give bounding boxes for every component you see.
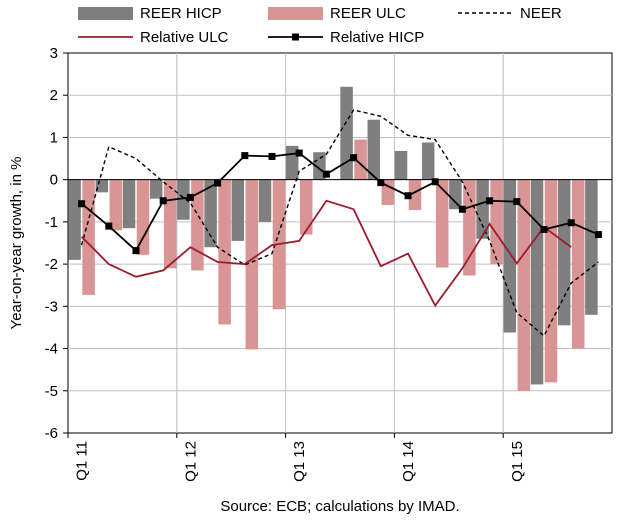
y-tick-label: 2 xyxy=(50,87,58,104)
y-tick-label: -4 xyxy=(45,341,58,358)
y-tick-label: 0 xyxy=(50,172,58,189)
bar-reer-hicp xyxy=(421,142,435,180)
y-axis-title: Year-on-year growth, in % xyxy=(8,157,25,330)
bar-reer-ulc xyxy=(299,179,313,235)
bar-reer-ulc xyxy=(463,179,476,276)
legend-label-relative-ulc: Relative ULC xyxy=(140,29,229,46)
marker-relative-hicp xyxy=(268,152,276,160)
bar-reer-ulc xyxy=(381,179,395,205)
bar-reer-ulc xyxy=(544,179,558,383)
bar-reer-ulc xyxy=(191,179,204,271)
bar-reer-hicp xyxy=(122,179,136,229)
bar-reer-hicp xyxy=(231,179,245,241)
marker-relative-hicp xyxy=(159,197,167,205)
bar-reer-ulc xyxy=(571,179,585,349)
marker-relative-hicp xyxy=(241,152,249,160)
x-tick-label: Q1 14 xyxy=(400,441,417,482)
bar-reer-hicp xyxy=(557,179,571,326)
y-tick-label: -5 xyxy=(45,383,58,400)
legend-label-neer: NEER xyxy=(520,5,562,22)
x-tick-label: Q1 12 xyxy=(182,441,199,482)
bar-reer-hicp xyxy=(258,179,272,222)
marker-relative-hicp xyxy=(105,222,113,230)
legend-label-reer-hicp: REER HICP xyxy=(140,5,222,22)
bar-reer-hicp xyxy=(476,179,489,239)
bar-reer-ulc xyxy=(517,179,531,391)
marker-relative-hicp xyxy=(214,179,222,187)
legend-marker-relative-hicp xyxy=(292,33,299,41)
marker-relative-hicp xyxy=(486,197,494,205)
bar-reer-hicp xyxy=(367,119,381,180)
marker-relative-hicp xyxy=(458,205,466,213)
bar-reer-hicp xyxy=(585,179,598,315)
marker-relative-hicp xyxy=(540,225,548,233)
legend-label-relative-hicp: Relative HICP xyxy=(330,29,424,46)
marker-relative-hicp xyxy=(377,179,385,187)
y-tick-label: 3 xyxy=(50,45,58,62)
marker-relative-hicp xyxy=(322,170,330,178)
marker-relative-hicp xyxy=(594,231,602,239)
marker-relative-hicp xyxy=(350,154,358,162)
x-tick-label: Q1 11 xyxy=(74,441,91,481)
bar-reer-ulc xyxy=(109,179,123,231)
marker-relative-hicp xyxy=(186,193,194,201)
bar-reer-ulc xyxy=(490,179,503,265)
x-tick-label: Q1 13 xyxy=(291,441,308,482)
marker-relative-hicp xyxy=(295,149,303,157)
y-tick-label: 1 xyxy=(50,129,58,146)
legend-swatch-reer-ulc xyxy=(268,7,323,20)
bar-reer-hicp xyxy=(313,152,326,180)
plot-frame xyxy=(67,52,613,434)
bar-reer-ulc xyxy=(163,179,177,269)
y-tick-label: -1 xyxy=(45,214,58,231)
bar-reer-hicp xyxy=(449,179,462,210)
line-relative-ulc xyxy=(80,199,572,308)
source-note: Source: ECB; calculations by IMAD. xyxy=(220,498,459,515)
x-tick-label: Q1 15 xyxy=(509,441,526,482)
bar-reer-ulc xyxy=(136,179,150,255)
bar-reer-ulc xyxy=(435,179,449,268)
marker-relative-hicp xyxy=(431,178,439,186)
marker-relative-hicp xyxy=(513,198,521,206)
bar-reer-hicp xyxy=(503,179,517,333)
marker-relative-hicp xyxy=(132,247,140,255)
legend-swatch-reer-hicp xyxy=(78,7,133,20)
bar-reer-hicp xyxy=(340,86,353,180)
bar-reer-hicp xyxy=(149,179,163,199)
bar-reer-ulc xyxy=(408,179,422,211)
y-tick-label: -2 xyxy=(45,256,58,273)
marker-relative-hicp xyxy=(78,200,86,208)
bar-reer-hicp xyxy=(177,179,190,220)
bar-reer-hicp xyxy=(394,150,408,180)
bar-reer-hicp xyxy=(530,179,544,385)
y-tick-label: -3 xyxy=(45,298,58,315)
legend-label-reer-ulc: REER ULC xyxy=(330,5,406,22)
bar-reer-hicp xyxy=(68,179,81,260)
y-tick-label: -6 xyxy=(45,425,58,442)
marker-relative-hicp xyxy=(567,219,575,227)
line-relative-hicp xyxy=(81,152,599,253)
marker-relative-hicp xyxy=(404,192,412,200)
bar-reer-ulc xyxy=(354,139,367,180)
bar-reer-ulc xyxy=(245,179,259,350)
